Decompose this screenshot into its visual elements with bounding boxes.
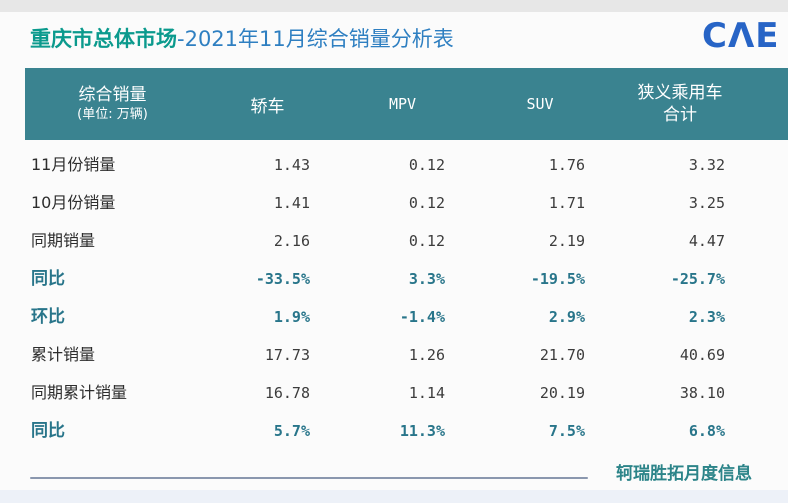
- cell-sedan: 1.9%: [273, 308, 310, 326]
- header-total-line2: 合计: [663, 105, 697, 125]
- page-title: 重庆市总体市场-2021年11月综合销量分析表: [30, 26, 454, 52]
- row-label: 10月份销量: [31, 193, 116, 212]
- cell-mpv: -1.4%: [399, 308, 445, 326]
- sales-table: 综合销量 (单位: 万辆) 轿车 MPV SUV 狭义乘用车 合计 11月份销量…: [25, 68, 788, 450]
- cell-suv: 2.9%: [548, 308, 585, 326]
- table-header-row: 综合销量 (单位: 万辆) 轿车 MPV SUV 狭义乘用车 合计: [25, 68, 788, 140]
- cell-mpv: 11.3%: [399, 422, 445, 440]
- cell-suv: 2.19: [548, 232, 585, 250]
- cell-sedan: 2.16: [273, 232, 310, 250]
- table-row: 累计销量 17.73 1.26 21.70 40.69: [25, 336, 788, 374]
- cae-logo: CΛE: [702, 16, 788, 56]
- table-row: 同比 -33.5% 3.3% -19.5% -25.7%: [25, 260, 788, 298]
- row-label: 同比: [31, 269, 65, 289]
- row-label: 同期销量: [31, 231, 96, 250]
- cell-total: 3.25: [688, 194, 725, 212]
- header-cell-suv: SUV: [526, 95, 554, 113]
- footer-divider: [30, 477, 588, 479]
- cell-sedan: -33.5%: [255, 270, 310, 288]
- cae-logo-text: CΛE: [702, 16, 780, 56]
- cell-total: 2.3%: [688, 308, 725, 326]
- cell-suv: 21.70: [539, 346, 585, 364]
- cell-suv: -19.5%: [530, 270, 585, 288]
- cell-suv: 1.71: [548, 194, 585, 212]
- report-title-subject: -2021年11月综合销量分析表: [177, 27, 454, 51]
- cell-mpv: 0.12: [408, 156, 445, 174]
- cell-sedan: 5.7%: [273, 422, 310, 440]
- cell-suv: 20.19: [539, 384, 585, 402]
- table-body: 11月份销量 1.43 0.12 1.76 3.32 10月份销量 1.41 0…: [25, 146, 788, 450]
- cell-sedan: 1.43: [273, 156, 310, 174]
- cell-total: 3.32: [688, 156, 725, 174]
- header-cell-sedan: 轿车: [250, 96, 285, 117]
- row-label: 11月份销量: [31, 155, 116, 174]
- header-metric-unit: (单位: 万辆): [77, 107, 148, 122]
- cell-mpv: 3.3%: [408, 270, 445, 288]
- cell-suv: 1.76: [548, 156, 585, 174]
- cell-total: -25.7%: [670, 270, 725, 288]
- table-row: 同比 5.7% 11.3% 7.5% 6.8%: [25, 412, 788, 450]
- footer-source-note: 轲瑞胜拓月度信息: [616, 464, 752, 484]
- cell-total: 38.10: [679, 384, 725, 402]
- cell-sedan: 16.78: [264, 384, 310, 402]
- header-total-line1: 狭义乘用车: [637, 83, 723, 103]
- cell-sedan: 17.73: [264, 346, 310, 364]
- table-row: 同期累计销量 16.78 1.14 20.19 38.10: [25, 374, 788, 412]
- row-label: 同比: [31, 421, 65, 441]
- cell-mpv: 1.14: [408, 384, 445, 402]
- table-row: 同期销量 2.16 0.12 2.19 4.47: [25, 222, 788, 260]
- cell-mpv: 1.26: [408, 346, 445, 364]
- cell-total: 40.69: [679, 346, 725, 364]
- cell-total: 6.8%: [688, 422, 725, 440]
- cell-suv: 7.5%: [548, 422, 585, 440]
- table-row: 10月份销量 1.41 0.12 1.71 3.25: [25, 184, 788, 222]
- table-row: 11月份销量 1.43 0.12 1.76 3.32: [25, 146, 788, 184]
- header-cell-mpv: MPV: [388, 95, 417, 113]
- row-label: 同期累计销量: [31, 383, 128, 402]
- bottom-bar: [0, 490, 788, 503]
- report-title-market: 重庆市总体市场: [30, 27, 177, 51]
- header-metric-title: 综合销量: [78, 85, 147, 105]
- row-label: 环比: [31, 307, 65, 327]
- cell-mpv: 0.12: [408, 194, 445, 212]
- top-bar: [0, 0, 788, 12]
- cell-total: 4.47: [688, 232, 725, 250]
- table-row: 环比 1.9% -1.4% 2.9% 2.3%: [25, 298, 788, 336]
- row-label: 累计销量: [31, 345, 96, 364]
- cell-sedan: 1.41: [273, 194, 310, 212]
- header-cell-metric: 综合销量 (单位: 万辆): [25, 84, 200, 124]
- header-cell-total: 狭义乘用车 合计: [610, 82, 750, 126]
- cell-mpv: 0.12: [408, 232, 445, 250]
